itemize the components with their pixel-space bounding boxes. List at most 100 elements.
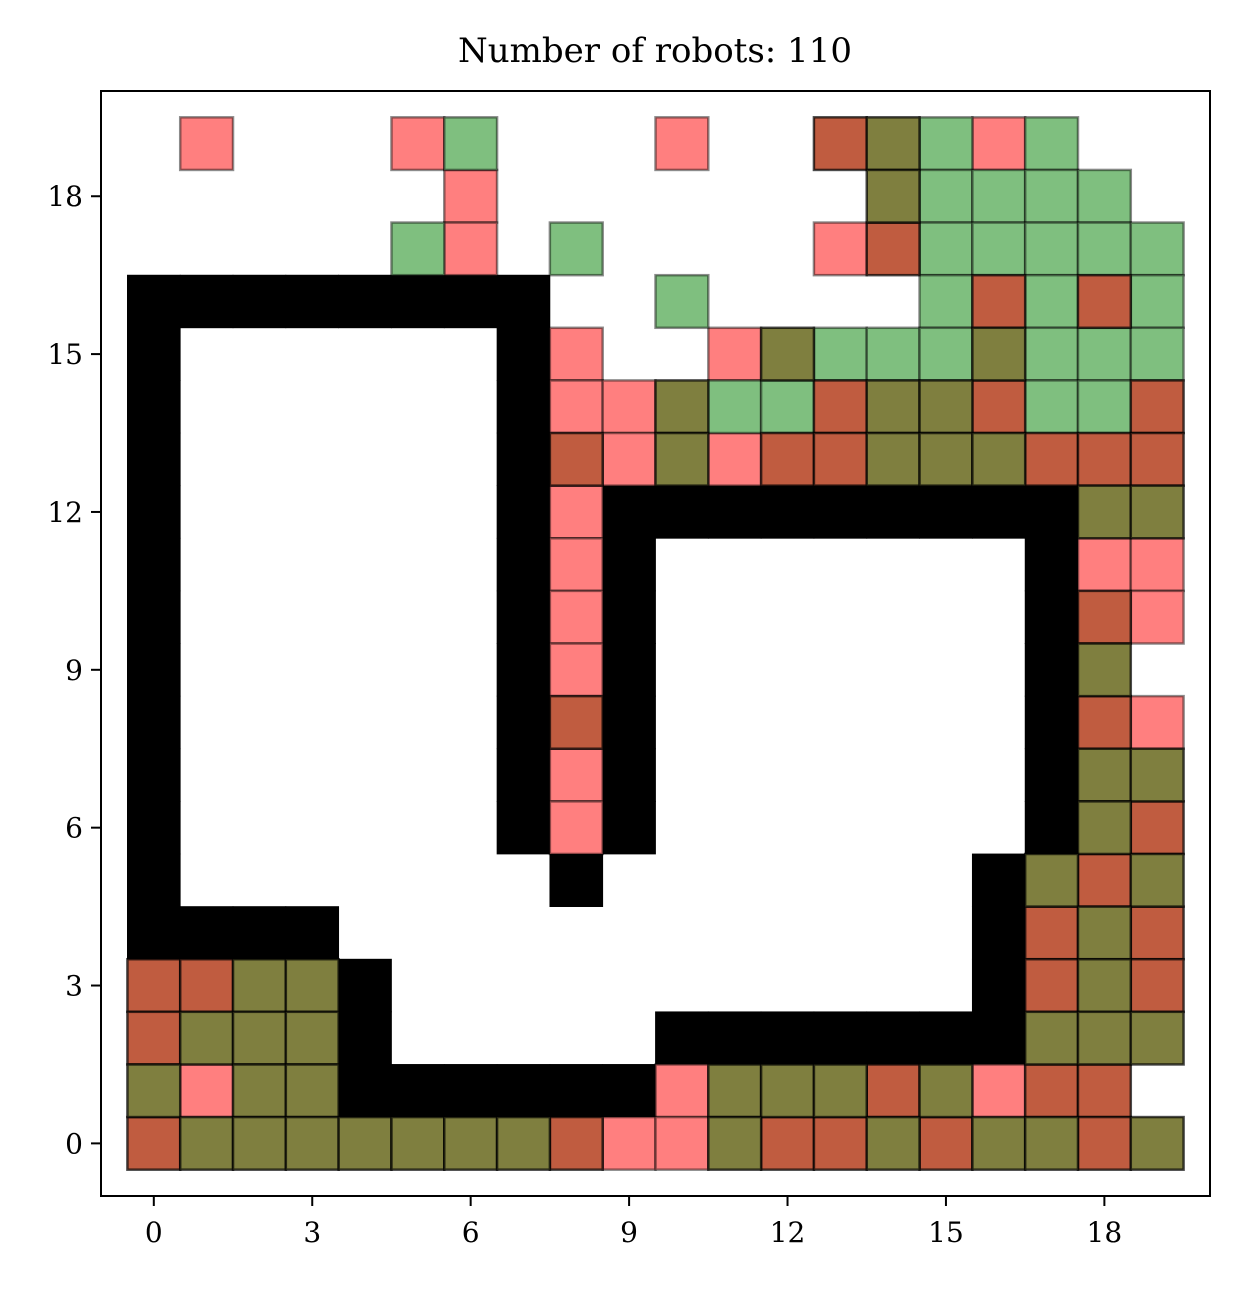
obstacle-cell bbox=[971, 853, 1026, 907]
obstacle-cell bbox=[971, 1011, 1026, 1065]
robot-cell-dark-red bbox=[971, 379, 1027, 435]
obstacle-cell bbox=[707, 485, 762, 539]
robot-cell-olive bbox=[495, 1115, 552, 1171]
y-tick-label: 9 bbox=[65, 654, 83, 687]
obstacle-cell bbox=[496, 1064, 551, 1118]
robot-cell-olive bbox=[654, 379, 710, 435]
robot-cell-red bbox=[971, 1063, 1027, 1119]
obstacle-cell bbox=[232, 274, 287, 329]
robot-cell-olive bbox=[654, 431, 710, 487]
robot-cell-red bbox=[654, 116, 710, 172]
robot-cell-dark-red bbox=[759, 1115, 816, 1171]
robot-cell-olive bbox=[284, 1063, 340, 1119]
robot-cell-olive bbox=[707, 1115, 763, 1171]
robot-cell-green bbox=[1023, 116, 1080, 172]
obstacle-cell bbox=[127, 537, 181, 592]
obstacle-cell bbox=[338, 1011, 392, 1065]
obstacle-cell bbox=[1024, 537, 1079, 592]
robot-cell-dark-red bbox=[759, 431, 816, 487]
robot-cell-dark-red bbox=[1076, 694, 1133, 750]
robot-cell-dark-red bbox=[126, 957, 182, 1014]
robot-cell-red bbox=[548, 589, 604, 645]
robot-cell-olive bbox=[918, 1063, 974, 1119]
robot-cell-green bbox=[1076, 379, 1133, 435]
robot-cell-olive bbox=[1129, 852, 1185, 908]
obstacle-cell bbox=[1024, 643, 1079, 697]
x-tick-label: 9 bbox=[620, 1216, 638, 1249]
robot-cell-olive bbox=[1076, 1010, 1133, 1066]
robot-cell-red bbox=[178, 1063, 235, 1119]
robot-cell-green bbox=[1023, 221, 1080, 277]
robot-cell-dark-red bbox=[812, 379, 868, 435]
obstacle-cell bbox=[813, 1011, 868, 1065]
robot-cell-olive bbox=[1076, 747, 1133, 803]
obstacle-cell bbox=[496, 695, 551, 750]
robot-cell-red bbox=[654, 1115, 710, 1171]
robot-cell-green bbox=[654, 273, 710, 330]
obstacle-cell bbox=[179, 274, 234, 329]
robot-cell-olive bbox=[231, 1010, 288, 1066]
robot-cell-olive bbox=[337, 1115, 393, 1171]
robot-cell-red bbox=[548, 642, 604, 698]
robot-cell-dark-red bbox=[1076, 852, 1133, 908]
obstacle-cell bbox=[760, 485, 815, 539]
robot-cell-green bbox=[812, 326, 868, 382]
y-tick-label: 6 bbox=[65, 812, 83, 845]
obstacle-cell bbox=[127, 748, 181, 802]
x-tick-label: 3 bbox=[303, 1216, 321, 1249]
robot-cell-red bbox=[812, 221, 868, 277]
obstacle-cell bbox=[285, 274, 340, 329]
robot-cell-olive bbox=[971, 431, 1027, 487]
robot-cell-olive bbox=[1076, 800, 1133, 856]
obstacle-cell bbox=[127, 695, 181, 750]
robot-cell-olive bbox=[284, 957, 340, 1014]
robot-cell-green bbox=[1023, 379, 1080, 435]
robot-cell-dark-red bbox=[1023, 1063, 1080, 1119]
obstacle-cell bbox=[496, 379, 551, 434]
y-tick-label: 15 bbox=[47, 338, 83, 371]
robot-cell-green bbox=[1129, 221, 1185, 277]
obstacle-cell bbox=[496, 274, 551, 329]
obstacle-cell bbox=[971, 958, 1026, 1013]
robot-cell-dark-red bbox=[865, 221, 921, 277]
robot-cell-dark-red bbox=[548, 1115, 604, 1171]
robot-cell-dark-red bbox=[126, 1115, 182, 1171]
robot-cell-olive bbox=[1129, 484, 1185, 540]
robot-cell-green bbox=[918, 326, 974, 382]
robot-cell-green bbox=[1076, 326, 1133, 382]
robot-cell-red bbox=[1076, 537, 1133, 593]
obstacle-cell bbox=[813, 485, 868, 539]
robot-cell-red bbox=[601, 431, 657, 487]
robot-cell-dark-red bbox=[865, 1063, 921, 1119]
robot-cell-olive bbox=[284, 1115, 340, 1171]
robot-cell-dark-red bbox=[1076, 1063, 1133, 1119]
x-tick-label: 18 bbox=[1087, 1216, 1123, 1249]
robot-cell-olive bbox=[126, 1063, 182, 1119]
chart-title: Number of robots: 110 bbox=[458, 31, 852, 71]
robot-cell-red bbox=[548, 379, 604, 435]
obstacle-cell bbox=[971, 485, 1026, 539]
robot-cell-dark-red bbox=[178, 957, 235, 1014]
robot-cell-green bbox=[918, 168, 974, 224]
robot-cell-olive bbox=[707, 1063, 763, 1119]
robot-cell-red bbox=[443, 168, 499, 224]
obstacle-cell bbox=[391, 1064, 445, 1118]
obstacle-cell bbox=[232, 906, 287, 960]
robot-cell-olive bbox=[1076, 957, 1133, 1014]
obstacle-cell bbox=[655, 1011, 709, 1065]
obstacle-cell bbox=[1024, 748, 1079, 802]
obstacle-cell bbox=[496, 432, 551, 487]
obstacle-cell bbox=[127, 432, 181, 487]
obstacle-cell bbox=[127, 485, 181, 539]
obstacle-cell bbox=[602, 695, 656, 750]
robot-cell-green bbox=[1129, 326, 1185, 382]
ticks-layer: 0 3 6 9 12 15 18 0 3 6 9 12 15 18 bbox=[47, 180, 1122, 1249]
robot-cell-green bbox=[548, 221, 604, 277]
robot-cell-olive bbox=[1076, 642, 1133, 698]
obstacle-cell bbox=[496, 485, 551, 539]
obstacle-cell bbox=[866, 485, 920, 539]
obstacle-cell bbox=[127, 590, 181, 644]
robot-cell-olive bbox=[1129, 747, 1185, 803]
robot-cell-red bbox=[601, 1115, 657, 1171]
x-tick-label: 0 bbox=[145, 1216, 163, 1249]
